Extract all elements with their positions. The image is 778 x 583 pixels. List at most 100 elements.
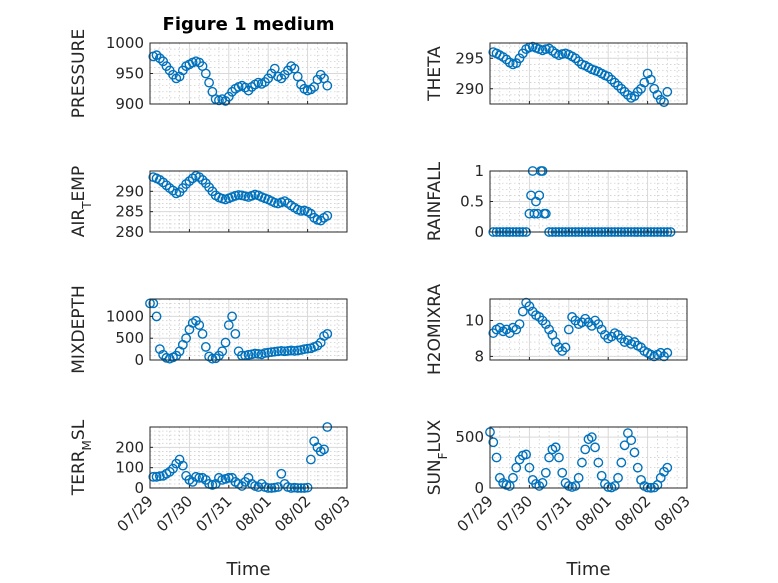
- data-point: [296, 205, 306, 216]
- data-point: [629, 447, 640, 458]
- data-point: [322, 80, 333, 91]
- axes-box: [489, 42, 688, 105]
- axes-box: [489, 298, 688, 361]
- data-point: [322, 210, 333, 221]
- data-point: [596, 470, 607, 481]
- plot-area: [489, 42, 688, 105]
- data-point: [253, 482, 264, 492]
- y-axis-label: TERRMSL: [69, 419, 94, 496]
- data-point: [557, 467, 568, 478]
- data-point: [164, 466, 175, 477]
- data-point: [227, 86, 237, 97]
- data-point: [652, 89, 663, 100]
- data-point: [286, 345, 297, 356]
- data-point: [537, 478, 548, 488]
- data-point: [233, 190, 244, 200]
- data-point: [623, 89, 633, 100]
- data-point: [266, 347, 277, 358]
- y-tick-label: 200: [115, 438, 144, 456]
- data-point: [642, 482, 653, 493]
- figure-title: Figure 1 medium: [163, 14, 335, 35]
- y-tick-label: 0: [134, 479, 144, 497]
- subplot-h2omixra: 8 10 H2OMIXRA: [425, 284, 688, 375]
- data-point: [544, 324, 554, 335]
- data-point: [200, 342, 211, 352]
- data-point: [276, 345, 287, 356]
- data-point: [632, 86, 643, 97]
- x-tick-label: 08/01: [232, 492, 275, 535]
- y-tick-label: 280: [115, 223, 144, 241]
- data-point: [529, 208, 540, 219]
- y-axis-label: RAINFALL: [425, 161, 445, 241]
- y-tick-label: 285: [115, 203, 144, 221]
- data-point: [662, 86, 673, 97]
- axes-box: [489, 426, 688, 489]
- y-axis-label: MIXDEPTH: [69, 285, 89, 374]
- x-tick-label: 07/30: [153, 492, 196, 535]
- data-point: [550, 442, 561, 453]
- data-point: [177, 460, 188, 471]
- data-point: [534, 481, 545, 491]
- data-point: [603, 71, 614, 82]
- data-point: [240, 82, 251, 93]
- data-point: [508, 472, 518, 483]
- data-point: [154, 471, 165, 482]
- data-point: [319, 444, 329, 455]
- x-tick-label: 07/29: [454, 492, 497, 535]
- data-point: [554, 452, 564, 463]
- y-axis-label: H2OMIXRA: [425, 284, 445, 375]
- subplot-mixdepth: 0 500 1000 MIXDEPTH: [69, 285, 348, 374]
- y-tick-label: 950: [115, 65, 144, 83]
- x-tick-label: 07/29: [114, 492, 157, 535]
- data-point: [511, 58, 522, 69]
- y-tick-label: 295: [455, 49, 484, 67]
- data-point: [273, 346, 283, 357]
- data-point: [613, 472, 623, 483]
- data-point: [154, 344, 165, 355]
- x-axis-label: Time: [225, 559, 270, 580]
- subplot-air: 280 285 290 AIRTEMP: [69, 166, 348, 241]
- data-point: [250, 348, 260, 359]
- data-point: [616, 83, 627, 94]
- x-tick-label: 07/30: [493, 492, 536, 535]
- data-point: [269, 63, 280, 74]
- y-axis-label: PRESSURE: [69, 29, 89, 118]
- x-axis-label: Time: [565, 559, 610, 580]
- data-point: [315, 215, 326, 226]
- data-point: [292, 71, 303, 82]
- data-point: [158, 177, 169, 188]
- axes-box: [149, 298, 348, 361]
- data-point: [603, 482, 614, 492]
- data-point: [299, 344, 310, 355]
- subplot-terr: 0 100 200 TERRMSL 07/2907/3007/3108/0108/020…: [69, 419, 354, 580]
- y-tick-label: 290: [455, 80, 484, 98]
- data-point: [230, 328, 241, 339]
- data-point: [573, 472, 584, 483]
- x-tick-label: 08/02: [611, 492, 654, 535]
- data-point: [534, 190, 545, 201]
- data-point: [540, 467, 551, 478]
- data-point: [511, 462, 522, 473]
- y-tick-label: 0: [134, 351, 144, 369]
- subplot-theta: 290 295 THETA: [425, 41, 688, 108]
- x-tick-label: 07/31: [192, 492, 235, 535]
- data-point: [514, 53, 525, 64]
- data-point: [570, 481, 581, 491]
- y-axis-label: THETA: [425, 46, 445, 102]
- data-point: [223, 320, 234, 331]
- data-point: [161, 180, 172, 191]
- data-point: [227, 311, 237, 322]
- data-point: [223, 91, 234, 102]
- data-point: [662, 462, 673, 473]
- data-point: [662, 347, 673, 358]
- y-tick-label: 1000: [106, 34, 144, 52]
- data-point: [593, 457, 604, 468]
- data-point: [253, 348, 264, 359]
- data-point: [626, 435, 637, 446]
- y-tick-label: 1000: [106, 307, 144, 325]
- data-point: [609, 77, 620, 88]
- data-point: [168, 463, 178, 474]
- data-point: [609, 481, 620, 491]
- y-tick-label: 0.5: [460, 193, 484, 211]
- data-point: [570, 53, 581, 64]
